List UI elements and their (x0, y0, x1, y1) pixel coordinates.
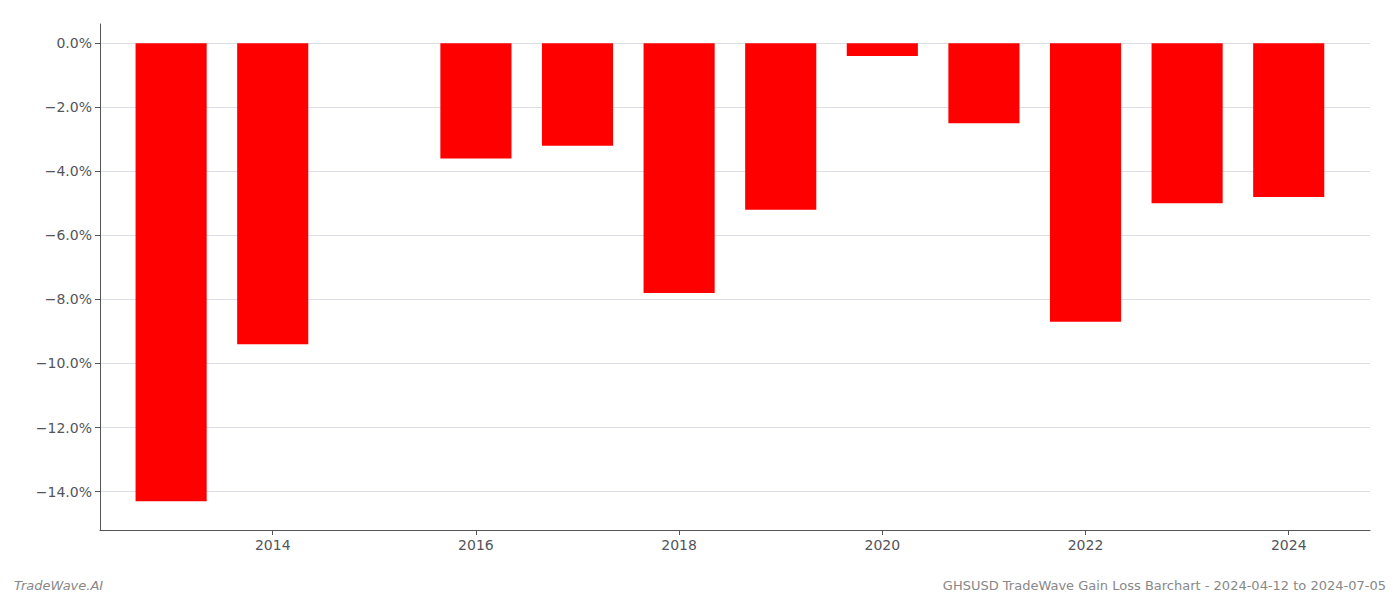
svg-text:2020: 2020 (864, 537, 900, 553)
svg-text:2022: 2022 (1068, 537, 1104, 553)
svg-text:−4.0%: −4.0% (45, 163, 92, 179)
svg-text:0.0%: 0.0% (56, 35, 92, 51)
svg-text:−2.0%: −2.0% (45, 99, 92, 115)
svg-text:−8.0%: −8.0% (45, 291, 92, 307)
svg-text:−10.0%: −10.0% (36, 355, 92, 371)
svg-text:2018: 2018 (661, 537, 697, 553)
svg-text:−12.0%: −12.0% (36, 420, 92, 436)
svg-text:−6.0%: −6.0% (45, 227, 92, 243)
svg-text:TradeWave.AI: TradeWave.AI (14, 578, 103, 593)
svg-text:GHSUSD TradeWave Gain Loss Bar: GHSUSD TradeWave Gain Loss Barchart - 20… (943, 578, 1386, 593)
svg-text:2016: 2016 (458, 537, 494, 553)
svg-text:2014: 2014 (255, 537, 291, 553)
svg-text:2024: 2024 (1271, 537, 1307, 553)
svg-text:−14.0%: −14.0% (36, 484, 92, 500)
